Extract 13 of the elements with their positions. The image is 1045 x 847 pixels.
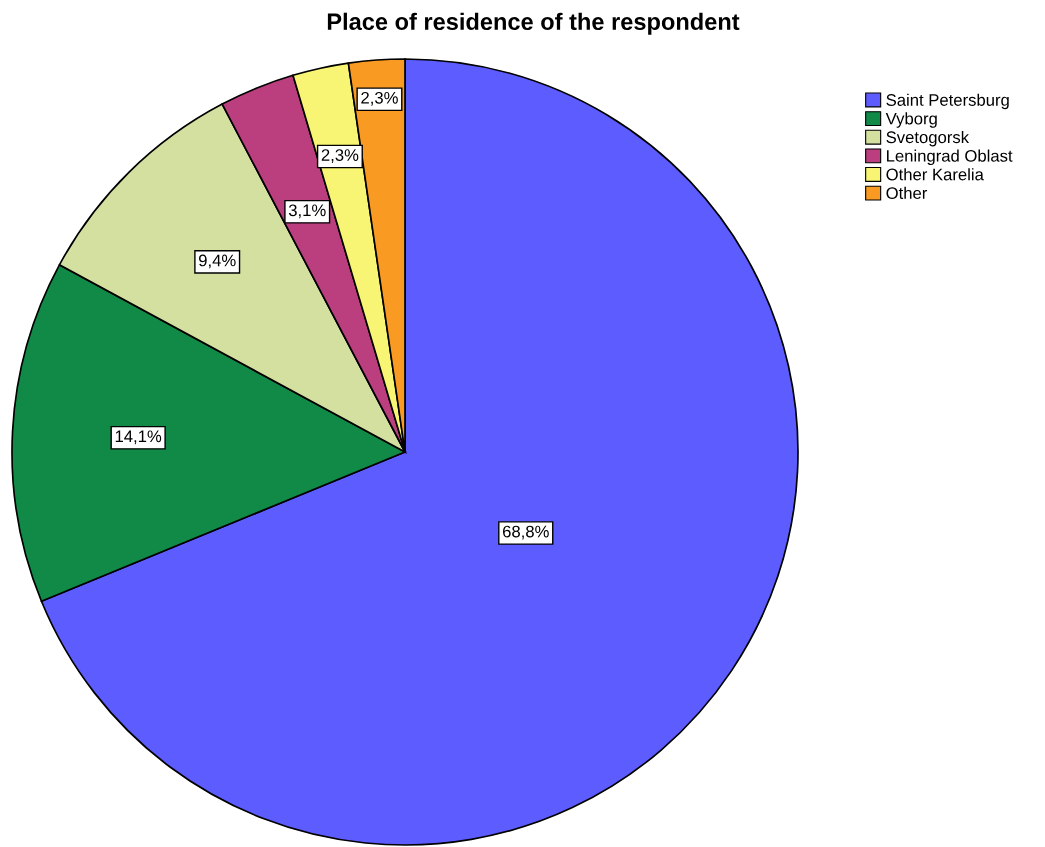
data-label: 9,4% [199, 254, 236, 269]
legend-label: Other Karelia [886, 168, 984, 181]
data-label: 2,3% [321, 149, 359, 163]
data-label: 68,8% [503, 525, 549, 540]
data-label: 14,1% [115, 430, 162, 445]
data-label: 2,3% [361, 91, 398, 106]
legend-label: Leningrad Oblast [887, 149, 1013, 166]
legend-label: Other [886, 186, 928, 200]
legend-label: Saint Petersburg [886, 93, 1009, 110]
data-label: 3,1% [288, 204, 326, 219]
legend-label: Vyborg [885, 112, 937, 128]
chart-title: Place of residence of the respondent [327, 12, 740, 35]
legend-label: Svetogorsk [886, 130, 970, 147]
